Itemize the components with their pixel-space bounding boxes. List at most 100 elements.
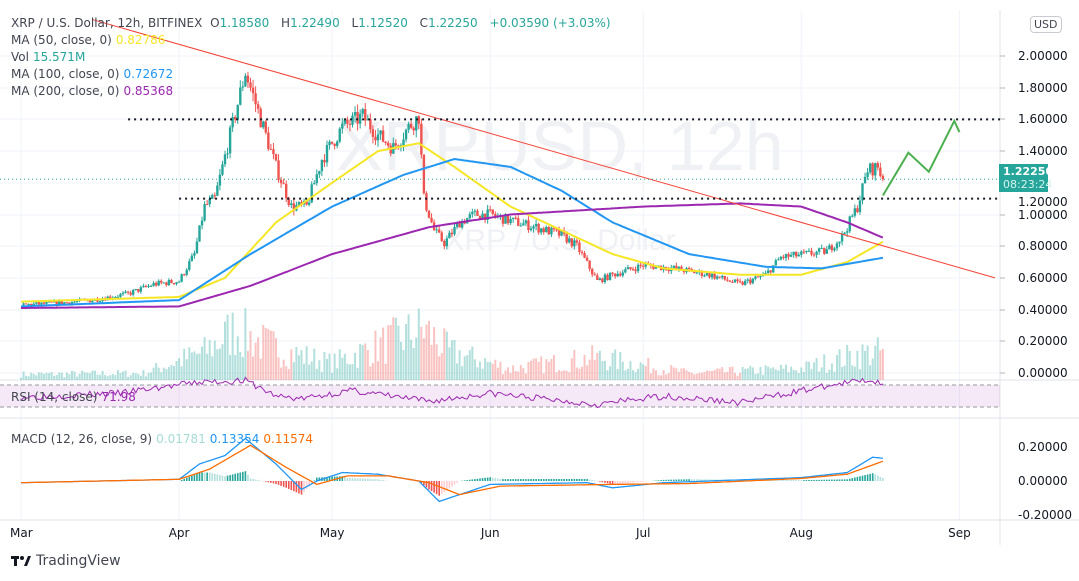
volume-bar: [216, 349, 219, 380]
volume-bar: [626, 368, 629, 380]
candle: [881, 173, 885, 182]
macd-histogram-bar: [514, 479, 517, 481]
volume-bar: [787, 372, 790, 380]
volume-bar: [744, 368, 747, 380]
vol-label: Vol: [11, 50, 29, 64]
candle-body: [601, 278, 604, 283]
candle: [810, 247, 813, 257]
candle-body: [154, 282, 158, 286]
macd-histogram-bar: [805, 480, 808, 481]
ma50-legend[interactable]: MA (50, close, 0) 0.82786: [11, 32, 169, 49]
candle-body: [443, 240, 446, 247]
candle-body: [249, 82, 252, 88]
candle-body: [631, 269, 635, 271]
macd-histogram-bar: [662, 479, 665, 481]
candle-body: [738, 281, 742, 283]
candle-body: [114, 296, 117, 298]
rsi-legend[interactable]: RSI (14, close) 71.98: [11, 389, 140, 406]
price-axis-label: 2.00000: [1018, 49, 1068, 63]
candle-body: [124, 291, 127, 293]
candle-body: [27, 303, 30, 305]
candle-body: [672, 265, 675, 268]
volume-bar: [861, 344, 864, 380]
candle-body: [733, 279, 737, 283]
candle: [529, 225, 533, 232]
macd-histogram-bar: [795, 480, 797, 481]
candle: [55, 300, 58, 308]
volume-bar: [468, 350, 471, 380]
candle: [132, 288, 135, 297]
macd-histogram-bar: [382, 480, 384, 481]
candle-body: [277, 160, 280, 180]
candle: [450, 228, 454, 238]
volume-bar: [823, 354, 826, 380]
ma200-legend[interactable]: MA (200, close, 0) 0.85368: [11, 83, 177, 100]
candle-body: [550, 227, 553, 235]
candle: [879, 162, 882, 178]
last-price-tag: 1.22250 08:23:24: [999, 164, 1053, 192]
volume-bar: [807, 361, 810, 380]
candle: [211, 193, 214, 200]
macd-histogram-bar: [848, 478, 851, 481]
volume-bar: [203, 337, 206, 380]
volume-bar: [275, 338, 277, 380]
candle-body: [121, 292, 125, 295]
volume-bar: [333, 353, 336, 380]
macd-histogram-bar: [708, 479, 711, 481]
tradingview-logo[interactable]: TradingView: [11, 553, 121, 569]
macd-histogram-bar: [491, 477, 494, 481]
volume-bar: [124, 370, 127, 380]
macd-histogram-bar: [568, 478, 571, 481]
candle: [205, 200, 209, 206]
volume-bar: [841, 366, 844, 380]
volume-bar: [565, 370, 568, 380]
volume-bar: [690, 372, 693, 380]
candle: [172, 282, 176, 286]
macd-histogram-bar: [270, 481, 272, 483]
volume-bar: [269, 330, 272, 380]
volume-bar: [466, 355, 469, 380]
candle: [267, 126, 270, 152]
volume-bar: [40, 372, 43, 380]
macd-histogram-bar: [882, 477, 884, 481]
candle-body: [680, 266, 683, 271]
volume-bar: [634, 372, 637, 380]
volume-bar: [708, 370, 711, 380]
currency-button[interactable]: USD: [1030, 16, 1062, 33]
macd-histogram-bar: [344, 477, 346, 481]
macd-histogram-bar: [637, 481, 639, 483]
macd-signal-value: 0.11574: [263, 432, 313, 446]
candle: [165, 281, 168, 287]
candle: [769, 270, 772, 275]
volume-bar: [252, 356, 255, 380]
macd-histogram-bar: [525, 479, 527, 481]
macd-histogram-bar: [239, 472, 242, 481]
candle-body: [856, 208, 859, 213]
macd-histogram-bar: [558, 478, 560, 481]
volume-bar: [652, 368, 655, 380]
candle: [511, 217, 515, 223]
macd-histogram-bar: [502, 479, 504, 481]
candle-body: [820, 247, 823, 249]
candle-body: [817, 248, 821, 252]
macd-histogram-bar: [675, 479, 678, 481]
candle: [532, 224, 535, 233]
ma100-legend[interactable]: MA (100, close, 0) 0.72672: [11, 66, 177, 83]
candle: [203, 201, 206, 222]
macd-legend[interactable]: MACD (12, 26, close, 9) 0.01781 0.13354 0.1…: [11, 431, 317, 448]
volume-bar: [563, 370, 566, 380]
volume-bar: [825, 372, 828, 380]
vol-legend[interactable]: Vol 15.571M: [11, 49, 89, 66]
candle: [534, 219, 538, 231]
volume-bar: [537, 361, 540, 380]
brand-name: TradingView: [36, 553, 121, 569]
macd-histogram-bar: [856, 476, 859, 481]
candle-body: [234, 117, 237, 120]
volume-bar: [109, 375, 112, 380]
rsi-line: [20, 376, 884, 409]
candle-body: [537, 223, 540, 233]
macd-histogram-bar: [813, 479, 815, 481]
macd-histogram-bar: [351, 478, 354, 481]
volume-bar: [568, 372, 571, 380]
